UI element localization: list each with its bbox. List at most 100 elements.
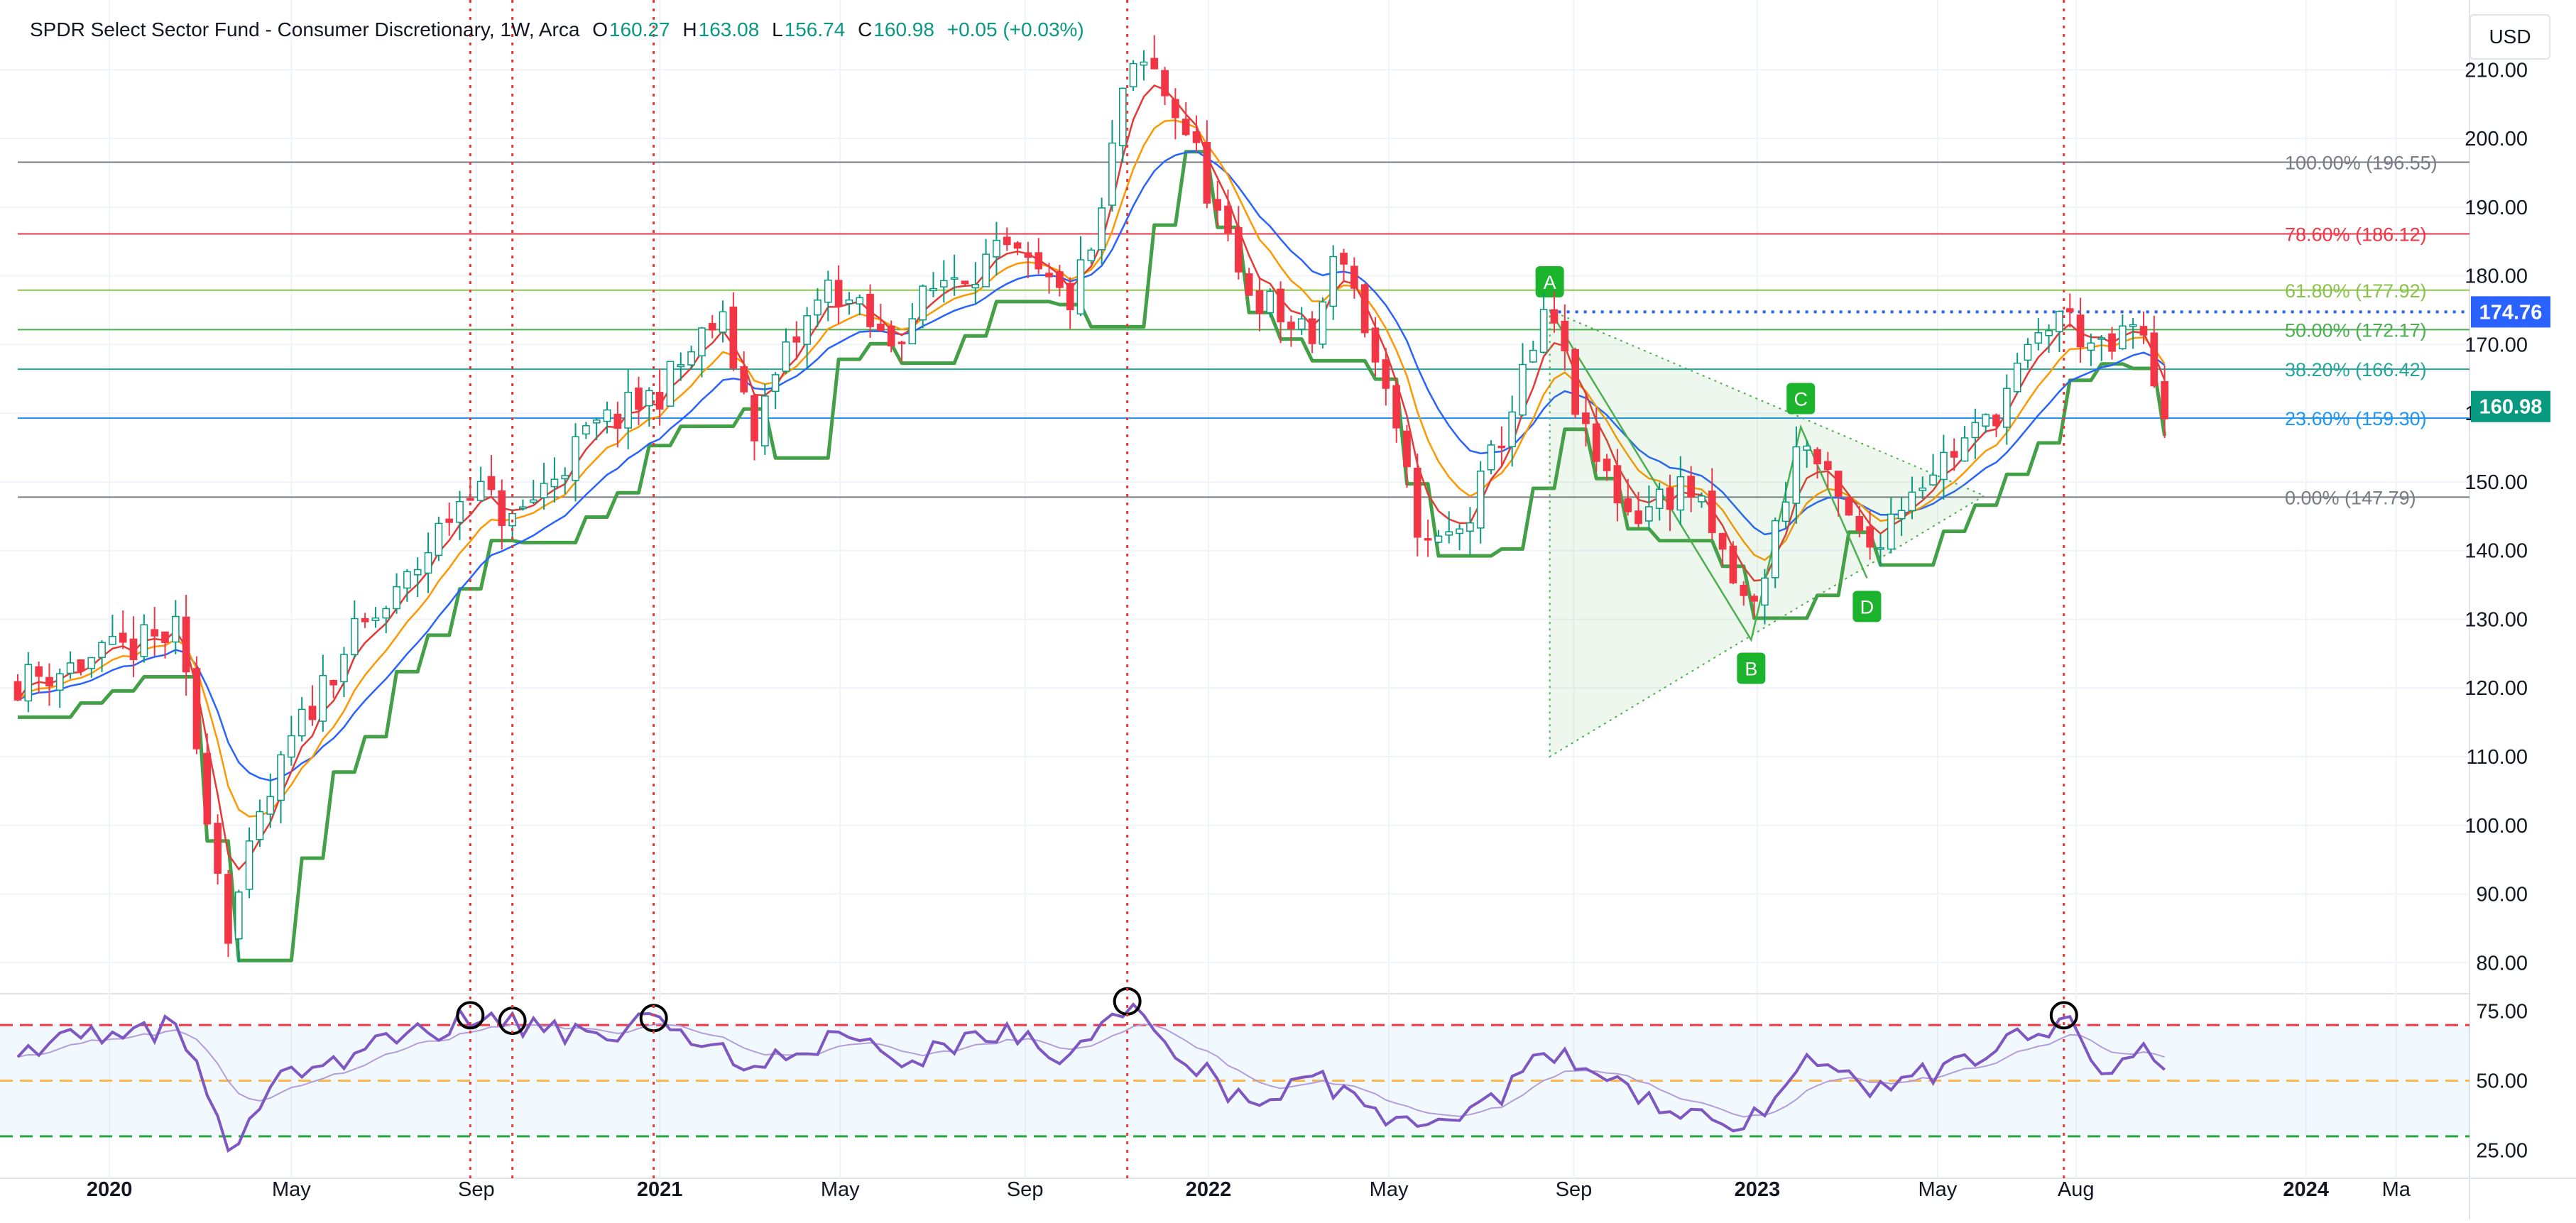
candle <box>1866 526 1874 548</box>
candle <box>572 436 579 481</box>
candle <box>834 280 843 307</box>
candle <box>1382 359 1390 389</box>
candle <box>487 476 496 490</box>
candle <box>98 642 106 658</box>
candle <box>2161 380 2168 419</box>
candle <box>561 475 569 480</box>
candle <box>1003 236 1011 246</box>
symbol-title: SPDR Select Sector Fund - Consumer Discr… <box>30 18 580 40</box>
candle <box>109 635 116 645</box>
time-tick-label: May <box>1919 1178 1958 1201</box>
price-tag <box>2471 390 2550 422</box>
candle <box>550 478 559 488</box>
candle <box>1761 577 1769 606</box>
candle <box>1919 487 1927 491</box>
price-tick-label: 180.00 <box>2465 265 2528 288</box>
candle <box>350 618 359 655</box>
candle <box>1708 490 1716 533</box>
candle <box>245 840 253 890</box>
candle <box>361 618 369 623</box>
candle <box>824 279 832 303</box>
candle <box>908 318 917 345</box>
candle <box>1940 451 1948 481</box>
rsi-peak-marker <box>2049 1001 2078 1030</box>
candle <box>151 629 159 637</box>
candle <box>1781 501 1790 522</box>
candle <box>171 615 180 643</box>
candle <box>1950 451 1958 458</box>
candle <box>1960 437 1969 462</box>
time-tick-label: 2021 <box>637 1178 683 1201</box>
candle <box>635 388 643 410</box>
currency-button[interactable]: USD <box>2469 14 2550 60</box>
pattern-point-label: D <box>1860 596 1874 618</box>
candle <box>1803 445 1811 451</box>
candle <box>866 294 874 327</box>
candle <box>1150 57 1159 70</box>
fib-level-label: 61.80% (177.92) <box>2285 280 2427 302</box>
open-value: 160.27 <box>608 18 670 40</box>
candle <box>1823 461 1832 471</box>
candle <box>982 253 990 287</box>
price-tick-label: 90.00 <box>2476 884 2528 906</box>
candle <box>1971 422 1980 439</box>
fib-level-label: 100.00% (196.55) <box>2285 153 2438 174</box>
candle <box>782 341 790 372</box>
candle <box>1845 497 1853 516</box>
candle <box>1424 538 1432 541</box>
candle <box>2119 325 2127 350</box>
candle <box>603 409 611 422</box>
price-tag-value: 160.98 <box>2479 396 2543 419</box>
price-tick-label: 200.00 <box>2465 128 2528 150</box>
low-label: L <box>772 18 783 40</box>
candle <box>424 552 432 574</box>
candle <box>2056 310 2063 332</box>
candle <box>1076 259 1085 314</box>
candle <box>1297 318 1306 330</box>
time-tick-label: Sep <box>1556 1178 1593 1201</box>
candle <box>2045 330 2053 336</box>
candle <box>2013 362 2021 393</box>
candle <box>2129 324 2137 327</box>
price-tag <box>2471 296 2550 328</box>
candle <box>466 498 474 501</box>
candle <box>1371 327 1380 363</box>
candle <box>1024 252 1032 258</box>
candle <box>1613 465 1622 504</box>
candle <box>708 323 716 331</box>
candle <box>887 325 895 347</box>
rsi-peak-marker <box>498 1007 527 1036</box>
candle <box>1098 207 1106 251</box>
candle <box>1172 99 1179 119</box>
candle <box>192 668 201 750</box>
candle <box>1035 252 1043 270</box>
candle <box>1476 471 1485 529</box>
candle <box>877 323 885 331</box>
symbol-legend: SPDR Select Sector Fund - Consumer Discr… <box>30 18 1091 41</box>
fib-level-label: 23.60% (159.30) <box>2285 408 2427 429</box>
candle <box>1666 487 1674 510</box>
close-value: 160.98 <box>873 18 934 40</box>
rsi-ma-line <box>17 1023 2165 1118</box>
ema-mid-line <box>17 119 2166 818</box>
high-label: H <box>682 18 697 40</box>
candle <box>288 735 295 758</box>
candle <box>1582 412 1590 424</box>
candle <box>1624 498 1632 512</box>
candle <box>645 390 653 407</box>
candle <box>1813 449 1821 465</box>
candle <box>2024 344 2032 361</box>
candle <box>666 361 675 407</box>
triangle-pattern <box>1549 309 1986 758</box>
candle <box>1740 584 1748 596</box>
candle <box>498 490 506 526</box>
candle <box>445 518 454 523</box>
rsi-line <box>16 1002 2166 1153</box>
candle <box>1413 468 1421 538</box>
candle <box>161 631 169 643</box>
price-tick-label: 140.00 <box>2465 540 2528 563</box>
candle <box>613 413 622 429</box>
candle <box>1687 476 1696 498</box>
